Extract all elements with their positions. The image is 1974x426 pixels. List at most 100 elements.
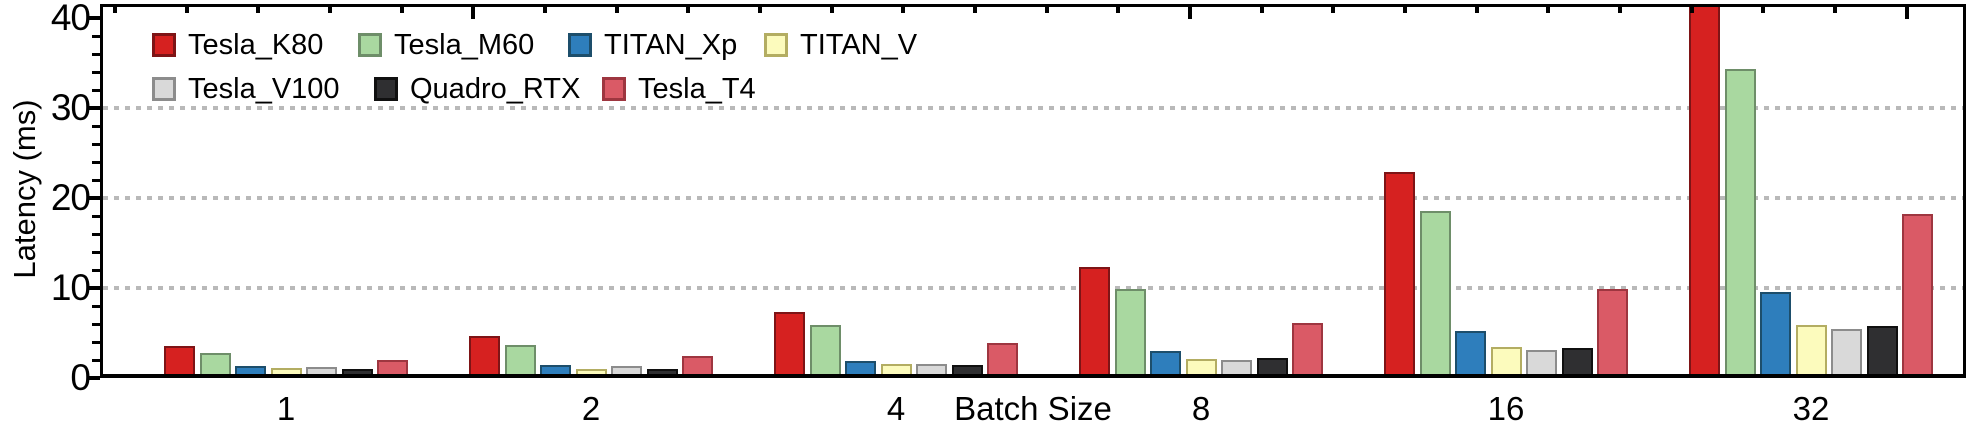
y-tick-label-20: 20 — [50, 177, 91, 218]
bar-Tesla_V100-batch-16 — [1526, 350, 1557, 378]
y-tick-label-30: 30 — [50, 87, 91, 128]
x-minor-tick-top — [1761, 4, 1765, 13]
bar-Tesla_T4-batch-8 — [1292, 323, 1323, 378]
x-minor-tick-top — [1331, 4, 1335, 13]
x-minor-tick-top — [1403, 4, 1407, 13]
legend-item-Tesla_M60: Tesla_M60 — [358, 29, 534, 61]
bar-Tesla_V100-batch-32 — [1831, 329, 1862, 378]
y-tick-label-40: 40 — [50, 0, 91, 38]
legend-swatch-Tesla_V100 — [152, 77, 176, 101]
bar-Tesla_K80-batch-2 — [469, 336, 500, 378]
bar-Tesla_M60-batch-32 — [1725, 69, 1756, 378]
bar-Quadro_RTX-batch-32 — [1867, 326, 1898, 378]
bar-Quadro_RTX-batch-2 — [647, 369, 678, 378]
bar-Tesla_M60-batch-16 — [1420, 211, 1451, 378]
bar-Tesla_T4-batch-2 — [682, 356, 713, 378]
x-tick-label-2: 2 — [581, 390, 601, 426]
y-major-tick-20 — [87, 196, 100, 200]
bar-Tesla_K80-batch-4 — [774, 312, 805, 378]
bar-TITAN_V-batch-32 — [1796, 325, 1827, 378]
legend-label-Tesla_M60: Tesla_M60 — [394, 29, 535, 61]
y-minor-tick-6 — [92, 323, 100, 326]
bar-Tesla_T4-batch-4 — [987, 343, 1018, 378]
x-minor-tick-top — [1618, 4, 1622, 13]
x-axis-title: Batch Size — [954, 390, 1112, 426]
y-major-tick-30 — [87, 106, 100, 110]
bar-TITAN_V-batch-16 — [1491, 347, 1522, 378]
y-tick-label-0: 0 — [70, 357, 91, 398]
x-major-tick-top — [1188, 4, 1192, 19]
legend-item-TITAN_V: TITAN_V — [764, 29, 917, 61]
legend-swatch-Tesla_K80 — [152, 33, 176, 57]
x-major-tick-top — [471, 4, 475, 19]
x-tick-label-4: 4 — [886, 390, 906, 426]
x-minor-tick-top — [1260, 4, 1264, 13]
x-minor-tick-top — [1690, 4, 1694, 13]
y-minor-tick-4 — [92, 341, 100, 344]
y-tick-label-10: 10 — [50, 267, 91, 308]
x-major-tick-top — [1905, 4, 1909, 19]
plot-border-right — [1963, 4, 1966, 378]
bar-TITAN_V-batch-2 — [576, 369, 607, 378]
bar-Tesla_V100-batch-8 — [1221, 360, 1252, 378]
y-minor-tick-16 — [92, 233, 100, 236]
y-minor-tick-12 — [92, 269, 100, 272]
bar-Tesla_K80-batch-16 — [1384, 172, 1415, 378]
x-minor-tick-top — [256, 4, 260, 13]
legend-label-Tesla_V100: Tesla_V100 — [188, 73, 340, 105]
bar-Tesla_M60-batch-8 — [1115, 289, 1146, 378]
y-minor-tick-14 — [92, 251, 100, 254]
legend-label-TITAN_Xp: TITAN_Xp — [604, 29, 738, 61]
x-tick-label-16: 16 — [1487, 390, 1525, 426]
legend-swatch-TITAN_V — [764, 33, 788, 57]
legend-swatch-Tesla_M60 — [358, 33, 382, 57]
bar-TITAN_V-batch-1 — [271, 368, 302, 378]
x-minor-tick-top — [543, 4, 547, 13]
x-minor-tick-top — [1116, 4, 1120, 13]
gridline-10 — [103, 286, 1963, 290]
bar-Quadro_RTX-batch-1 — [342, 369, 373, 378]
plot-area — [100, 4, 1966, 378]
y-minor-tick-32 — [92, 89, 100, 92]
y-major-tick-40 — [87, 16, 100, 20]
y-minor-tick-36 — [92, 53, 100, 56]
legend-item-Tesla_V100: Tesla_V100 — [152, 73, 340, 105]
x-minor-tick-top — [1546, 4, 1550, 13]
bar-Quadro_RTX-batch-8 — [1257, 358, 1288, 378]
x-minor-tick-top — [686, 4, 690, 13]
x-minor-tick-top — [901, 4, 905, 13]
bar-Tesla_K80-batch-1 — [164, 346, 195, 378]
x-minor-tick-top — [1475, 4, 1479, 13]
x-minor-tick-top — [830, 4, 834, 13]
legend-item-TITAN_Xp: TITAN_Xp — [568, 29, 737, 61]
y-minor-tick-22 — [92, 179, 100, 182]
y-minor-tick-24 — [92, 161, 100, 164]
bar-TITAN_Xp-batch-32 — [1760, 292, 1791, 378]
plot-border-top — [100, 4, 1966, 7]
bar-Tesla_V100-batch-1 — [306, 367, 337, 378]
bar-TITAN_Xp-batch-4 — [845, 361, 876, 378]
y-minor-tick-8 — [92, 305, 100, 308]
bar-TITAN_Xp-batch-8 — [1150, 351, 1181, 378]
x-minor-tick-top — [615, 4, 619, 13]
bar-Tesla_K80-batch-8 — [1079, 267, 1110, 378]
bar-Tesla_T4-batch-32 — [1902, 214, 1933, 378]
bar-Tesla_M60-batch-2 — [505, 345, 536, 378]
bar-Tesla_M60-batch-4 — [810, 325, 841, 378]
bar-Tesla_T4-batch-1 — [377, 360, 408, 378]
y-minor-tick-2 — [92, 359, 100, 362]
legend-label-Tesla_K80: Tesla_K80 — [188, 29, 324, 61]
legend-swatch-Quadro_RTX — [374, 77, 398, 101]
y-axis-line — [100, 4, 103, 378]
y-major-tick-10 — [87, 286, 100, 290]
x-tick-label-32: 32 — [1792, 390, 1830, 426]
y-minor-tick-26 — [92, 143, 100, 146]
y-minor-tick-28 — [92, 125, 100, 128]
x-axis-line — [100, 374, 1966, 378]
x-minor-tick-top — [973, 4, 977, 13]
bar-TITAN_V-batch-8 — [1186, 359, 1217, 378]
x-minor-tick-top — [1045, 4, 1049, 13]
bar-TITAN_Xp-batch-16 — [1455, 331, 1486, 378]
bar-Tesla_M60-batch-1 — [200, 353, 231, 378]
x-minor-tick-top — [185, 4, 189, 13]
